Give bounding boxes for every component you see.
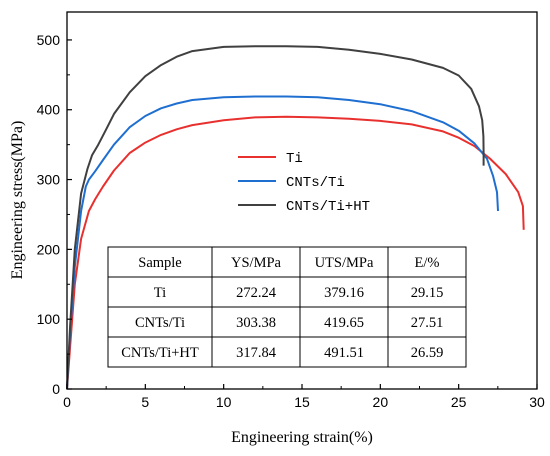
x-tick-label: 0 <box>63 394 71 410</box>
y-tick-label: 200 <box>37 241 61 257</box>
x-tick-label: 30 <box>529 394 545 410</box>
results-table: Sample YS/MPa UTS/MPa E/% Ti 272.24 379.16 29.1… <box>107 246 467 368</box>
x-tick-label: 10 <box>216 394 232 410</box>
legend-label: CNTs/Ti+HT <box>286 199 370 215</box>
y-tick-label: 0 <box>52 381 60 397</box>
table-cell: 27.51 <box>411 315 444 331</box>
table-cell: 272.24 <box>236 285 277 301</box>
table-cell: 491.51 <box>324 345 364 361</box>
table-cell: 29.15 <box>411 285 444 301</box>
y-axis-title: Engineering stress(MPa) <box>9 121 26 280</box>
table-cell: 419.65 <box>324 315 364 331</box>
y-tick-label: 300 <box>37 172 61 188</box>
table-cell: CNTs/Ti+HT <box>121 345 199 361</box>
x-axis-title: Engineering strain(%) <box>231 429 373 446</box>
table-cell: CNTs/Ti <box>135 315 185 331</box>
table-cell: 317.84 <box>236 345 277 361</box>
series-line-cnts-ti <box>66 95 499 390</box>
curves-layer <box>66 45 525 390</box>
x-tick-label: 20 <box>373 394 389 410</box>
legend: Ti CNTs/Ti CNTs/Ti+HT <box>238 151 370 215</box>
x-tick-label: 15 <box>294 394 310 410</box>
series-line-cnts-ti-ht <box>66 45 485 390</box>
legend-label: CNTs/Ti <box>286 175 345 191</box>
table-cell: Ti <box>154 285 166 301</box>
table-cell: 26.59 <box>411 345 444 361</box>
table-header-cell: Sample <box>138 255 182 271</box>
y-tick-label: 100 <box>37 311 61 327</box>
legend-label: Ti <box>286 151 303 167</box>
table-cell: 303.38 <box>236 315 276 331</box>
y-tick-label: 400 <box>37 102 61 118</box>
table-header-cell: E/% <box>415 255 440 271</box>
x-tick-label: 5 <box>141 394 149 410</box>
table-cell: 379.16 <box>324 285 364 301</box>
table-header-cell: YS/MPa <box>231 255 282 271</box>
y-tick-label: 500 <box>37 32 61 48</box>
x-tick-label: 25 <box>451 394 467 410</box>
table-header-cell: UTS/MPa <box>315 255 374 271</box>
